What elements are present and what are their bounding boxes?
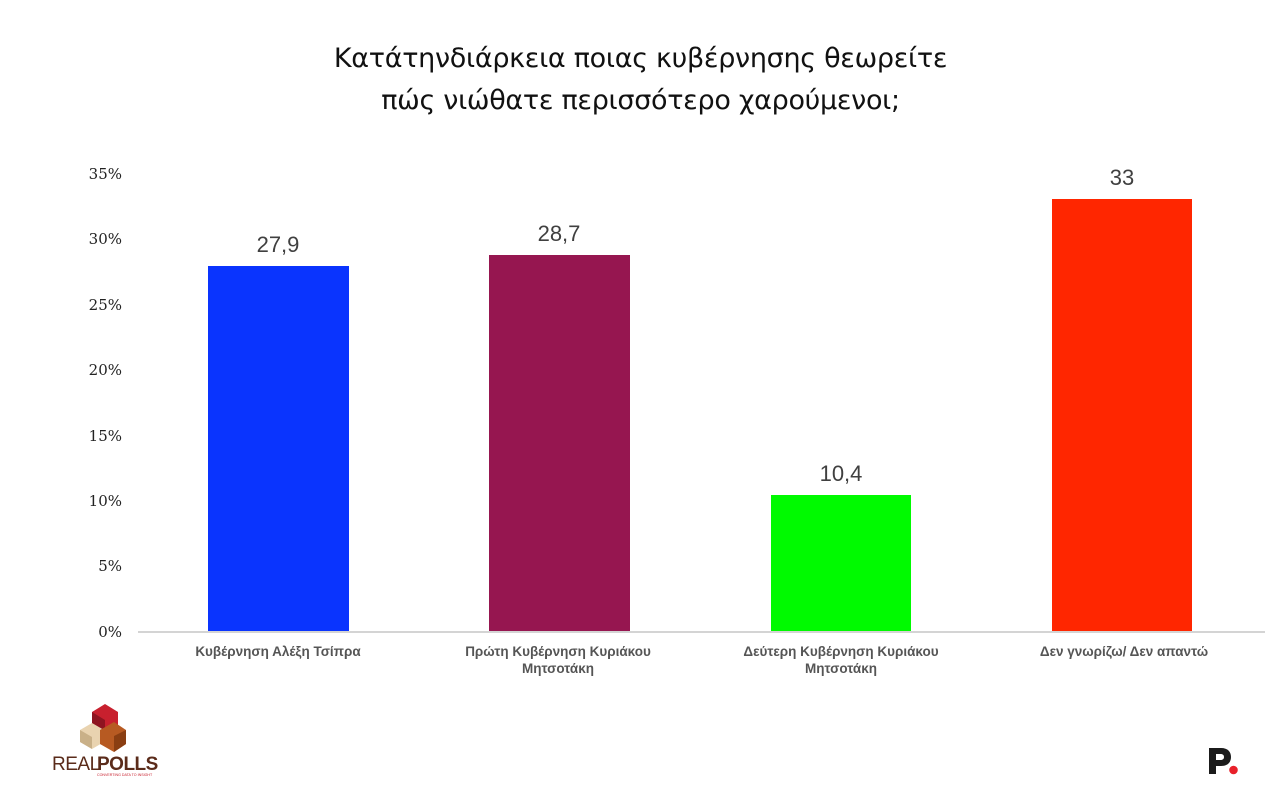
y-tick-25: 25%	[88, 296, 122, 314]
x-axis-line	[138, 631, 1265, 633]
y-tick-0: 0%	[98, 623, 122, 641]
bar-mitsotakis-second	[771, 494, 911, 631]
chart-title-line2: πώς νιώθατε περισσότερο χαρούμενοι;	[381, 85, 900, 116]
publisher-p-icon	[1209, 748, 1238, 775]
y-tick-10: 10%	[88, 492, 122, 510]
x-label-line1: Δεν γνωρίζω/ Δεν απαντώ	[1039, 644, 1209, 659]
value-label-tsipras: 27,9	[256, 231, 300, 257]
y-tick-5: 5%	[98, 557, 122, 575]
x-label-dont-know: Δεν γνωρίζω/ Δεν απαντώ	[994, 643, 1254, 660]
x-label-line1: Πρώτη Κυβέρνηση Κυριάκου	[465, 644, 651, 659]
y-tick-35: 35%	[88, 165, 122, 183]
realpolls-logo: REAL POLLS CONVERTING DATA TO INSIGHT	[50, 698, 160, 778]
value-label-dont-know: 33	[1109, 165, 1135, 191]
x-label-mitsotakis-second: Δεύτερη Κυβέρνηση Κυριάκου Μητσοτάκη	[711, 643, 971, 677]
x-label-line1: Κυβέρνηση Αλέξη Τσίπρα	[195, 644, 361, 659]
bar-dont-know	[1052, 199, 1192, 631]
svg-text:REAL: REAL	[52, 754, 100, 775]
svg-text:CONVERTING DATA TO INSIGHT: CONVERTING DATA TO INSIGHT	[97, 773, 153, 777]
y-tick-15: 15%	[88, 427, 122, 445]
y-tick-20: 20%	[88, 361, 122, 379]
x-label-line2: Μητσοτάκη	[522, 661, 594, 676]
y-tick-30: 30%	[88, 230, 122, 248]
x-label-line2: Μητσοτάκη	[805, 661, 877, 676]
value-label-mitsotakis-first: 28,7	[537, 221, 581, 247]
svg-text:POLLS: POLLS	[97, 754, 158, 775]
bar-mitsotakis-first	[489, 255, 630, 631]
x-label-line1: Δεύτερη Κυβέρνηση Κυριάκου	[743, 644, 939, 659]
x-label-mitsotakis-first: Πρώτη Κυβέρνηση Κυριάκου Μητσοτάκη	[428, 643, 688, 677]
realpolls-cubes-icon: REAL POLLS CONVERTING DATA TO INSIGHT	[52, 704, 158, 777]
publisher-logo	[1207, 746, 1239, 776]
chart-title-line1: Κατάτηνδιάρκεια ποιας κυβέρνησης θεωρείτ…	[333, 43, 948, 74]
bar-tsipras	[208, 265, 349, 631]
x-label-tsipras: Κυβέρνηση Αλέξη Τσίπρα	[148, 643, 408, 660]
chart-title: Κατάτηνδιάρκεια ποιας κυβέρνησης θεωρείτ…	[0, 38, 1281, 122]
value-label-mitsotakis-second: 10,4	[819, 460, 863, 486]
